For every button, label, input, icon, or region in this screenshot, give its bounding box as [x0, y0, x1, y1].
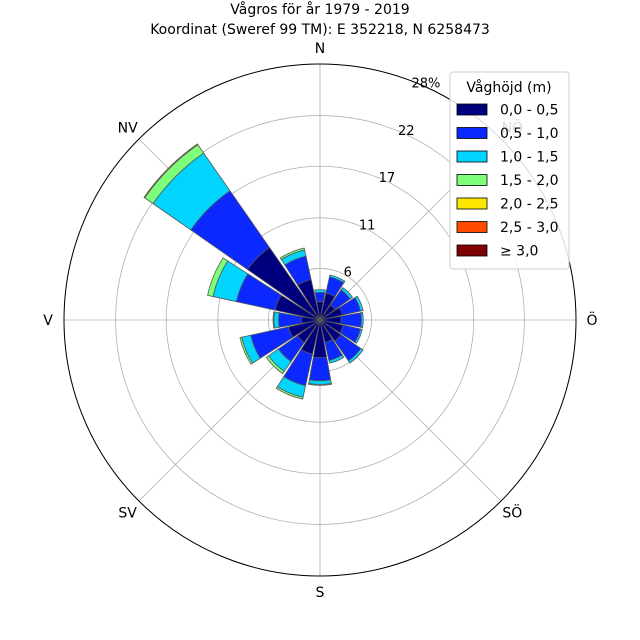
legend: Våghöjd (m) 0,0 - 0,5 0,5 - 1,0 1,0 - 1,5 1…	[449, 71, 570, 270]
sector-bar	[328, 354, 345, 364]
direction-label: SÖ	[502, 503, 522, 521]
sector-bar	[239, 336, 254, 365]
sector-bar	[279, 247, 306, 261]
legend-entry-label: 2,5 - 3,0	[500, 220, 558, 236]
radial-tick-label: 17	[379, 171, 396, 186]
legend-entry-label: 1,0 - 1,5	[500, 150, 558, 166]
direction-label: V	[43, 313, 53, 329]
sector-bar	[354, 295, 364, 312]
legend-entry-label: ≥ 3,0	[500, 244, 538, 260]
direction-label: NV	[118, 121, 138, 137]
radial-tick-label: 28%	[412, 76, 441, 91]
legend-swatch	[456, 221, 488, 233]
legend-swatch	[456, 174, 488, 186]
radial-tick-label: 11	[359, 219, 376, 234]
legend-entry-label: 2,0 - 2,5	[500, 197, 558, 213]
legend-title: Våghöjd (m)	[466, 79, 551, 96]
legend-swatch	[456, 103, 488, 116]
sector-bar	[308, 382, 332, 386]
direction-label: S	[316, 585, 325, 601]
radial-tick-labels: 6 11 17 22 28%	[344, 76, 441, 280]
legend-swatch	[456, 244, 488, 257]
direction-label: Ö	[586, 311, 597, 329]
legend-entry-label: 1,5 - 2,0	[500, 173, 558, 189]
legend-entries: 0,0 - 0,5 0,5 - 1,0 1,0 - 1,5 1,5 - 2,0 2,0 …	[456, 103, 558, 260]
sector-bar	[308, 356, 332, 382]
radial-tick-label: 22	[398, 124, 415, 139]
legend-swatch	[456, 127, 488, 139]
sector-bar	[340, 286, 354, 300]
legend-swatch	[456, 197, 488, 210]
legend-frame	[449, 71, 570, 270]
direction-label: N	[315, 41, 325, 57]
chart-subtitle: Koordinat (Sweref 99 TM): E 352218, N 62…	[150, 22, 490, 38]
direction-label: SV	[118, 505, 137, 521]
sector-bar	[347, 347, 364, 364]
sector-bar	[328, 274, 346, 284]
sector-bar	[272, 311, 276, 329]
outer-circle	[63, 63, 577, 577]
radial-tick-label: 6	[344, 265, 352, 280]
sector-bar	[314, 289, 326, 294]
sector-bar	[275, 386, 304, 400]
sector-bar	[354, 328, 363, 344]
sector-bar	[314, 291, 326, 303]
sector-bar	[207, 257, 229, 297]
legend-swatch	[456, 150, 488, 163]
sector-bar	[143, 143, 199, 199]
chart-title: Vågros för år 1979 - 2019	[230, 1, 409, 18]
legend-entry-label: 0,0 - 0,5	[500, 103, 558, 119]
sector-bar	[273, 311, 280, 329]
sector-bar	[265, 355, 285, 375]
rose-sectors	[143, 143, 364, 400]
sector-bar	[360, 311, 364, 329]
legend-entry-label: 0,5 - 1,0	[500, 126, 558, 142]
